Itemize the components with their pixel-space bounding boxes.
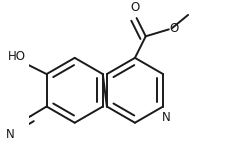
Text: N: N — [6, 128, 15, 141]
Text: N: N — [162, 111, 170, 124]
Text: O: O — [170, 22, 179, 35]
Text: O: O — [130, 1, 139, 14]
Text: HO: HO — [8, 50, 26, 63]
